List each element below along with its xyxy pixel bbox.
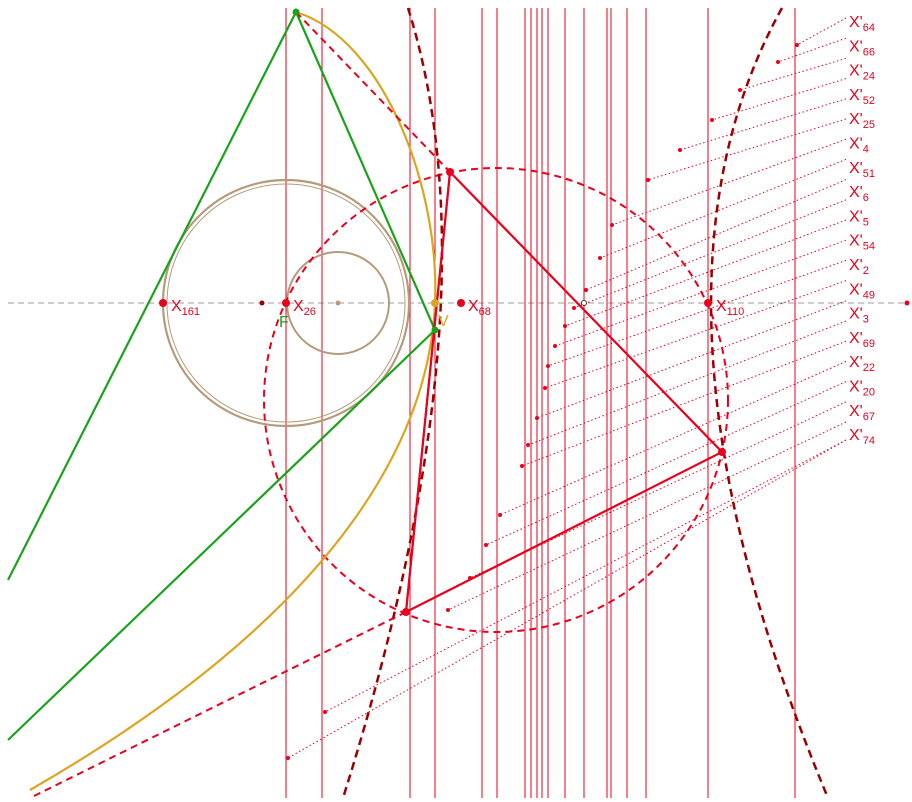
right-label: X'3 — [849, 306, 869, 326]
dotted-line — [469, 401, 847, 579]
dotted-line — [527, 320, 847, 446]
arrow-head — [776, 60, 780, 64]
right-label: X'25 — [849, 111, 875, 131]
label-x110: X110 — [716, 298, 744, 318]
arrow-head — [584, 288, 588, 292]
arrow-head — [646, 178, 650, 182]
arrow-head — [484, 543, 488, 547]
hyperbola-right-branch — [709, 7, 830, 799]
right-label: X'49 — [849, 281, 875, 301]
red-triangle — [404, 169, 724, 614]
arrow-head — [498, 513, 502, 517]
right-label: X'24 — [849, 63, 875, 83]
point-x110 — [704, 299, 712, 307]
arrow-head — [535, 416, 539, 420]
arrow-head — [323, 710, 327, 714]
right-label: X'64 — [849, 14, 875, 34]
dotted-line — [711, 78, 847, 121]
dotted-line — [554, 239, 847, 347]
right-label: X'6 — [849, 184, 869, 204]
right-label: X'66 — [849, 38, 875, 58]
point-x161 — [159, 299, 167, 307]
right-label: X'67 — [849, 403, 875, 423]
dotted-line — [573, 199, 847, 309]
arrow-head — [546, 364, 550, 368]
dotted-line — [679, 98, 847, 151]
arrow-head — [598, 256, 602, 260]
right-label: X'51 — [849, 160, 875, 180]
label-focus: F — [279, 314, 289, 331]
dotted-line — [647, 118, 847, 181]
label-x161: X161 — [171, 298, 200, 318]
arrow-head — [553, 344, 557, 348]
dotted-line — [544, 280, 847, 389]
arrow-head — [543, 386, 547, 390]
right-label: X'69 — [849, 330, 875, 350]
right-label: X'20 — [849, 379, 875, 399]
dotted-line — [485, 381, 847, 546]
right-label: X'52 — [849, 87, 875, 107]
dotted-line — [599, 158, 847, 259]
arrow-head — [572, 306, 576, 310]
points — [159, 8, 910, 616]
right-label: X'74 — [849, 427, 875, 447]
vertical-lines — [285, 8, 796, 798]
right-label: X'2 — [849, 257, 869, 277]
right-label: X'4 — [849, 136, 869, 156]
right-label: X'22 — [849, 354, 875, 374]
dotted-line — [536, 300, 847, 419]
label-vertex: V — [438, 313, 449, 330]
dotted-line — [521, 340, 847, 467]
point-vertex — [431, 299, 439, 307]
arrow-head — [738, 88, 742, 92]
dotted-line — [585, 179, 847, 291]
parabola — [29, 10, 437, 791]
dotted-line — [287, 439, 847, 759]
dotted-line — [796, 17, 847, 46]
red-dashed-lines — [29, 11, 451, 799]
arrow-head — [520, 464, 524, 468]
arrow-head — [446, 608, 450, 612]
right-label-list: X'64 X'66 X'24 X'52 X'25 X'4 X'51 X'6 X'5 X'54 X'2… — [849, 14, 875, 447]
arrow-head — [795, 43, 799, 47]
point-x68 — [457, 299, 465, 307]
label-x26: X26 — [293, 298, 316, 318]
dotted-arrow-lines — [286, 17, 847, 760]
dotted-line — [739, 57, 847, 91]
red-cevian — [405, 171, 451, 613]
right-label: X'5 — [849, 208, 869, 228]
arrow-head — [678, 148, 682, 152]
arrow-head — [610, 223, 614, 227]
green-lines — [7, 11, 437, 741]
arrow-head — [526, 443, 530, 447]
arrow-head — [710, 118, 714, 122]
label-x68: X68 — [468, 298, 491, 318]
arrow-head — [286, 756, 290, 760]
right-label: X'54 — [849, 233, 875, 253]
dotted-line — [499, 360, 847, 516]
dotted-line — [777, 37, 847, 63]
point-x26 — [282, 299, 290, 307]
dashed-circumcircle — [263, 167, 729, 633]
dotted-line — [447, 421, 847, 611]
dotted-line — [611, 138, 847, 226]
arrow-head — [563, 324, 567, 328]
dotted-line — [547, 259, 847, 367]
